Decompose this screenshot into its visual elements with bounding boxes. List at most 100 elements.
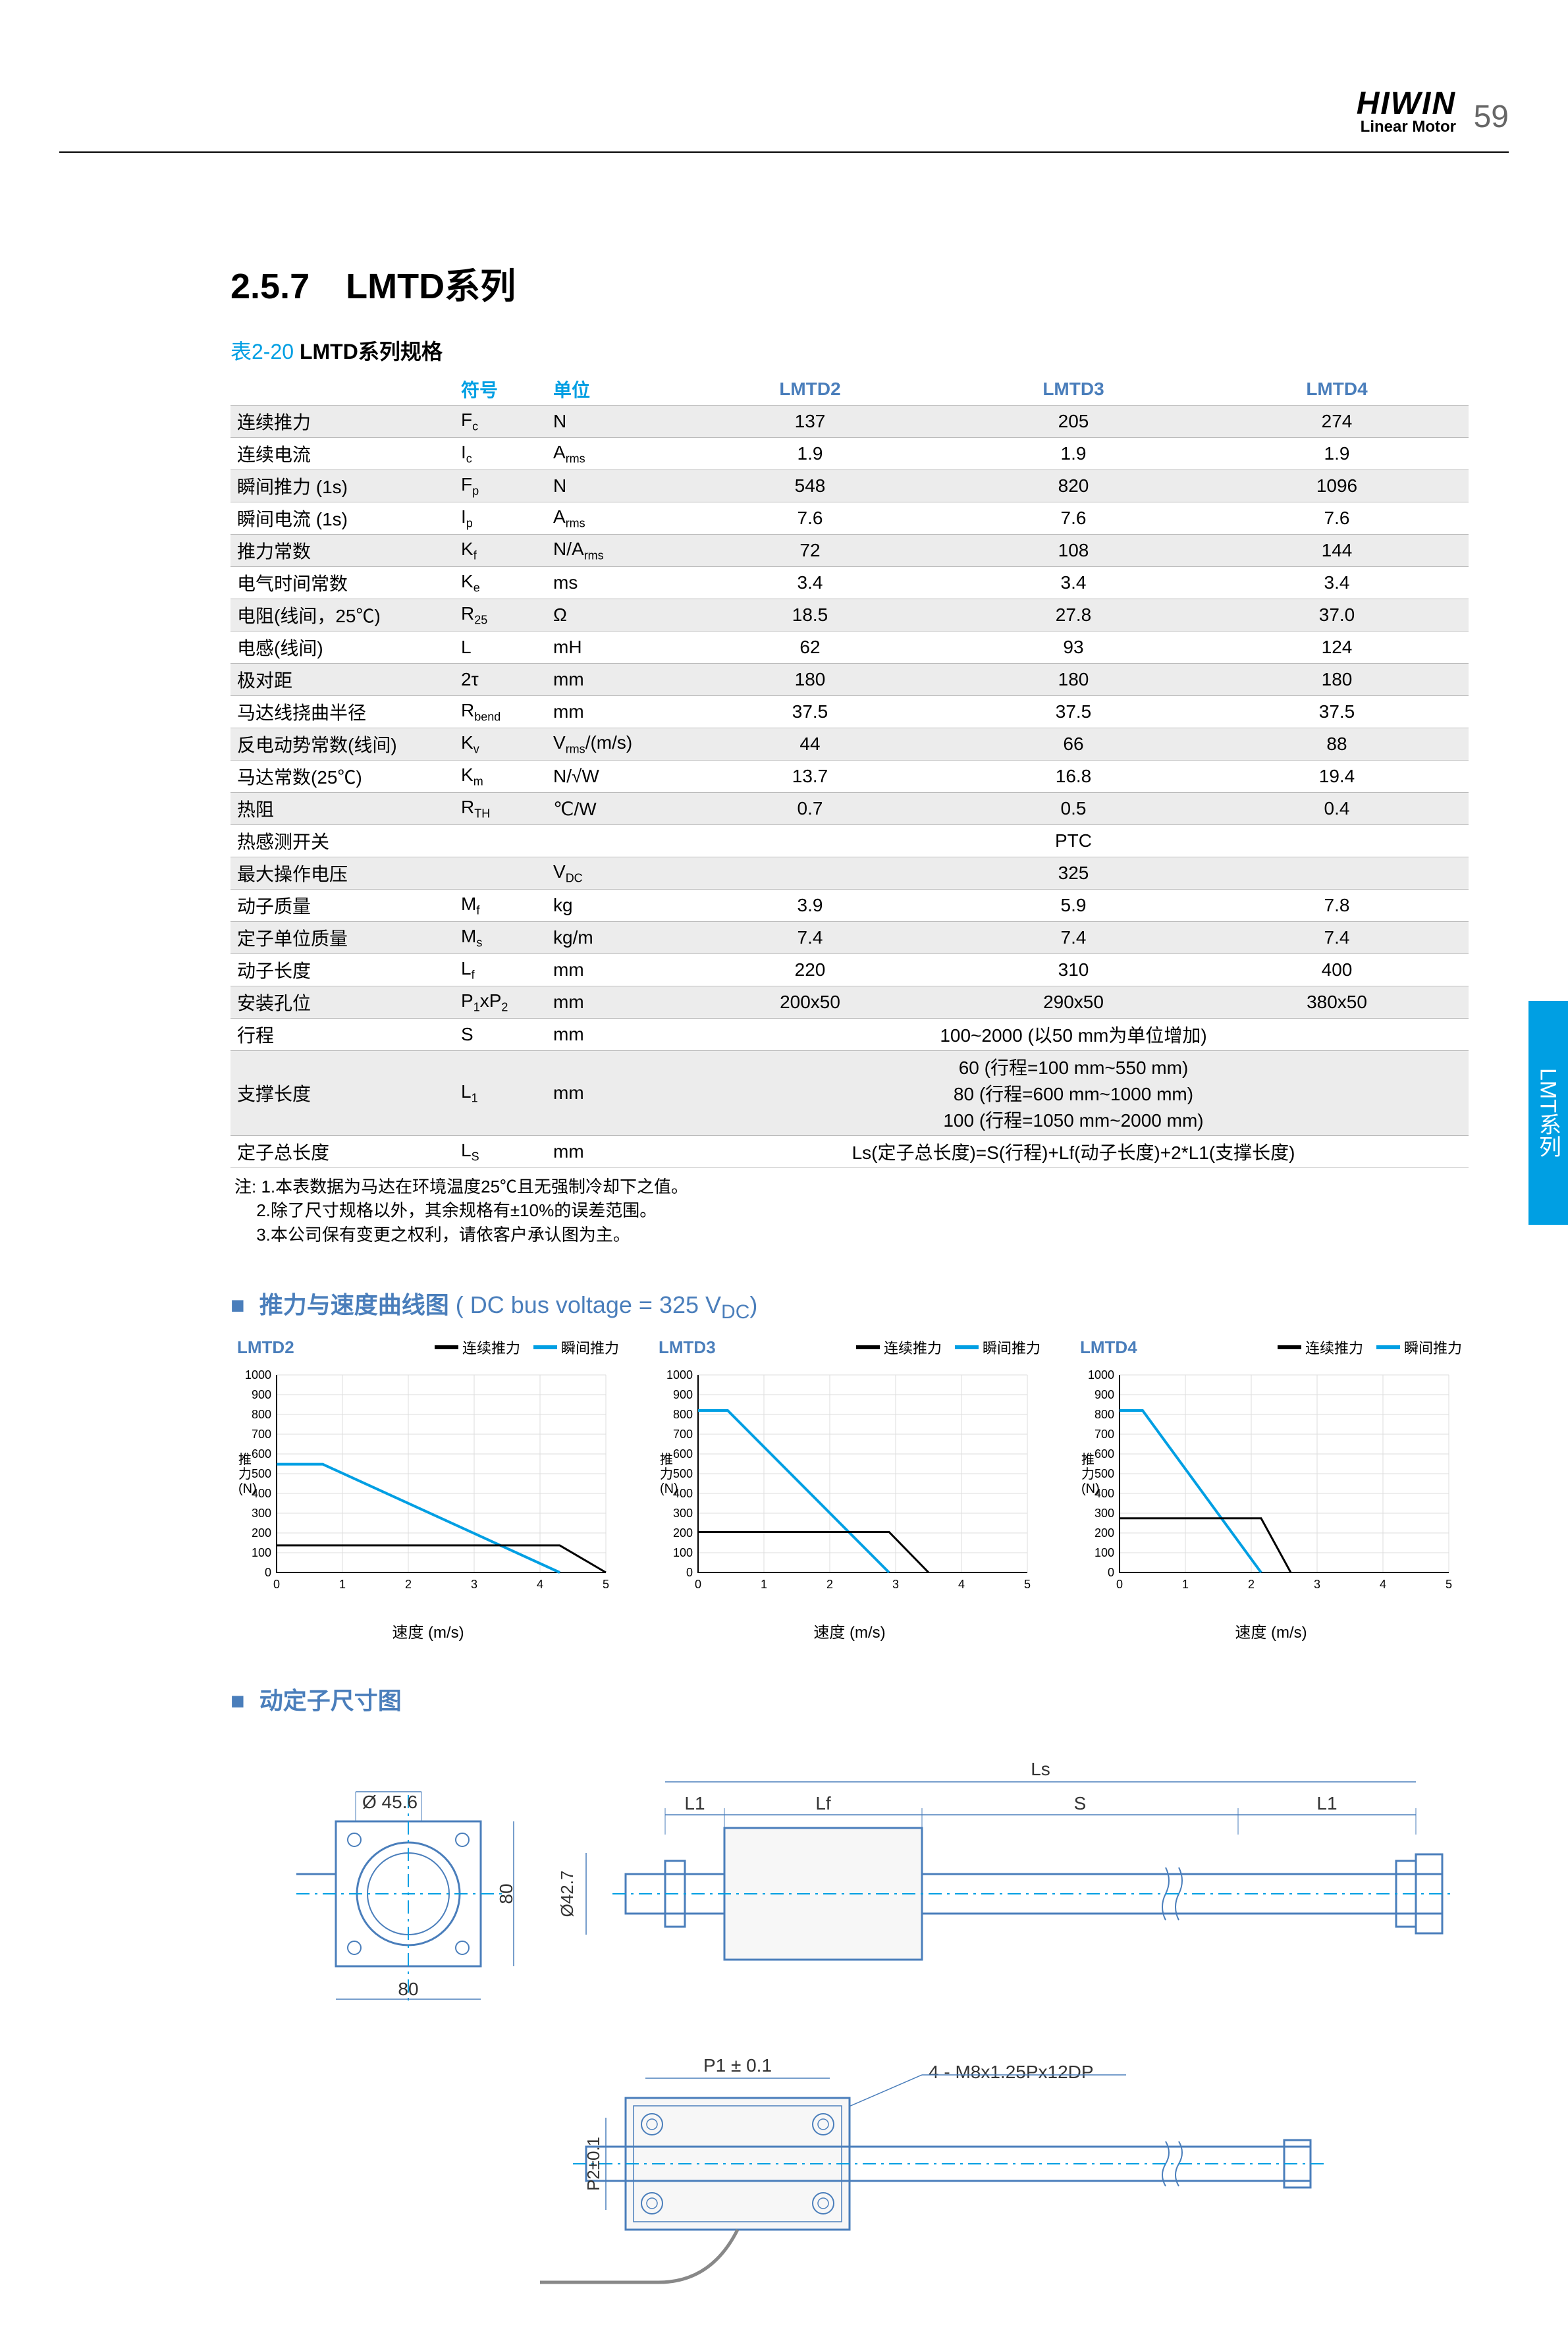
th-symbol: 符号 [454,373,547,406]
th-model-2: LMTD4 [1205,373,1469,406]
svg-text:5: 5 [1446,1578,1452,1591]
chart-legend: 连续推力 瞬间推力 [435,1337,619,1358]
chart: LMTD2 连续推力 瞬间推力 010020030040050060070080… [230,1337,626,1642]
svg-text:0: 0 [1116,1578,1123,1591]
svg-text:3: 3 [471,1578,477,1591]
th-model-0: LMTD2 [678,373,942,406]
charts-condition: ( DC bus voltage = 325 VDC) [456,1291,758,1318]
table-notes: 注: 1.本表数据为马达在环境温度25℃且无强制冷却下之值。 2.除了尺寸规格以… [230,1175,1482,1247]
svg-text:1000: 1000 [666,1368,693,1382]
svg-text:1000: 1000 [1088,1368,1114,1382]
svg-text:600: 600 [673,1447,693,1461]
dimensions-title-text: 动定子尺寸图 [259,1687,402,1714]
table-caption: 表2-20 LMTD系列规格 [230,335,1482,365]
svg-text:P2±0.1: P2±0.1 [583,2137,603,2191]
dimensions-title: ■ 动定子尺寸图 [230,1682,1482,1716]
svg-text:0: 0 [273,1578,280,1591]
brand-logo: HIWIN [1357,86,1456,122]
brand-subtitle: Linear Motor [1357,118,1456,136]
table-row: 最大操作电压VDC325 [230,857,1469,890]
charts-title: ■ 推力与速度曲线图 ( DC bus voltage = 325 VDC) [230,1286,1482,1324]
svg-text:3: 3 [892,1578,899,1591]
section-title: 2.5.7 LMTD系列 [230,257,1482,309]
svg-text:700: 700 [1095,1428,1114,1441]
table-row: 瞬间推力 (1s)FpN5488201096 [230,470,1469,502]
svg-text:700: 700 [673,1428,693,1441]
table-row: 定子总长度LSmmLs(定子总长度)=S(行程)+Lf(动子长度)+2*L1(支… [230,1136,1469,1168]
svg-text:500: 500 [1095,1467,1114,1480]
charts-title-text: 推力与速度曲线图 [259,1291,449,1318]
svg-text:Ø42.7: Ø42.7 [557,1871,577,1918]
svg-text:600: 600 [252,1447,271,1461]
svg-text:1000: 1000 [245,1368,271,1382]
svg-text:0: 0 [265,1566,271,1579]
chart-name: LMTD2 [237,1337,294,1358]
table-row: 动子长度Lfmm220310400 [230,954,1469,986]
svg-text:900: 900 [252,1388,271,1401]
svg-text:200: 200 [252,1526,271,1540]
svg-text:0: 0 [695,1578,701,1591]
table-row: 热感测开关PTC [230,825,1469,857]
svg-text:2: 2 [826,1578,833,1591]
table-row: 马达常数(25℃)KmN/√W13.716.819.4 [230,761,1469,793]
table-row: 支撑长度L1mm60 (行程=100 mm~550 mm)80 (行程=600 … [230,1051,1469,1136]
svg-text:P1 ± 0.1: P1 ± 0.1 [703,2055,772,2076]
svg-text:2: 2 [405,1578,412,1591]
svg-text:600: 600 [1095,1447,1114,1461]
chart-name: LMTD4 [1080,1337,1137,1358]
svg-text:4: 4 [1380,1578,1386,1591]
chart-legend: 连续推力 瞬间推力 [1278,1337,1462,1358]
table-caption-bold: LMTD系列规格 [300,340,443,363]
svg-text:80: 80 [496,1884,516,1904]
table-row: 定子单位质量Mskg/m7.47.47.4 [230,922,1469,954]
svg-text:5: 5 [1024,1578,1031,1591]
svg-text:500: 500 [252,1467,271,1480]
table-row: 行程Smm100~2000 (以50 mm为单位增加) [230,1019,1469,1051]
chart: LMTD4 连续推力 瞬间推力 010020030040050060070080… [1073,1337,1469,1642]
chart: LMTD3 连续推力 瞬间推力 010020030040050060070080… [652,1337,1047,1642]
spec-table: 符号 单位 LMTD2 LMTD3 LMTD4 连续推力FcN137205274… [230,373,1469,1168]
table-row: 电阻(线间，25℃)R25Ω18.527.837.0 [230,599,1469,631]
svg-text:3: 3 [1314,1578,1320,1591]
svg-text:100: 100 [673,1546,693,1559]
svg-text:1: 1 [761,1578,767,1591]
chart-legend: 连续推力 瞬间推力 [856,1337,1041,1358]
svg-text:300: 300 [1095,1507,1114,1520]
charts-row: LMTD2 连续推力 瞬间推力 010020030040050060070080… [230,1337,1482,1642]
table-row: 推力常数KfN/Arms72108144 [230,535,1469,567]
svg-text:5: 5 [603,1578,609,1591]
page-number: 59 [1474,99,1509,135]
svg-text:800: 800 [1095,1408,1114,1421]
svg-text:4 - M8x1.25Px12DP: 4 - M8x1.25Px12DP [929,2062,1094,2082]
svg-text:900: 900 [673,1388,693,1401]
svg-text:800: 800 [673,1408,693,1421]
svg-text:100: 100 [252,1546,271,1559]
table-caption-label: 表2-20 [230,340,294,363]
svg-text:1: 1 [1182,1578,1189,1591]
section-title-text: LMTD系列 [346,267,516,306]
page-header: HIWIN Linear Motor [1357,86,1456,136]
table-row: 电感(线间)LmH6293124 [230,631,1469,664]
svg-text:0: 0 [1108,1566,1114,1579]
chart-name: LMTD3 [659,1337,716,1358]
svg-text:200: 200 [673,1526,693,1540]
svg-text:2: 2 [1248,1578,1255,1591]
svg-text:L1: L1 [684,1793,705,1813]
th-unit: 单位 [547,373,678,406]
svg-text:200: 200 [1095,1526,1114,1540]
table-row: 连续推力FcN137205274 [230,406,1469,438]
svg-text:L1: L1 [1316,1793,1337,1813]
svg-text:Ø 45.6: Ø 45.6 [362,1792,418,1812]
svg-text:Ls: Ls [1031,1759,1050,1779]
table-row: 极对距2τmm180180180 [230,664,1469,696]
svg-text:100: 100 [1095,1546,1114,1559]
svg-text:4: 4 [537,1578,543,1591]
side-tab: LMT系列 [1528,1001,1568,1225]
table-row: 连续电流IcArms1.91.91.9 [230,438,1469,470]
svg-text:300: 300 [252,1507,271,1520]
table-row: 瞬间电流 (1s)IpArms7.67.67.6 [230,502,1469,535]
table-row: 反电动势常数(线间)KvVrms/(m/s)446688 [230,728,1469,761]
dimension-drawing: Ø 45.68080Ø42.7LsL1LfSL1P1 ± 0.14 - M8x1… [230,1729,1469,2335]
svg-text:900: 900 [1095,1388,1114,1401]
table-row: 动子质量Mfkg3.95.97.8 [230,890,1469,922]
